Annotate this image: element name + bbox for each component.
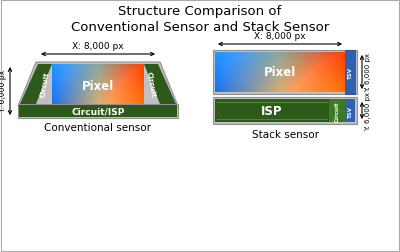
Bar <box>213 98 357 124</box>
Text: Y: 6,000 px: Y: 6,000 px <box>365 92 371 131</box>
Text: Conventional sensor: Conventional sensor <box>44 122 152 133</box>
Text: Pixel: Pixel <box>264 66 296 79</box>
Text: TSV: TSV <box>348 105 352 117</box>
Text: X: 8,000 px: X: 8,000 px <box>72 42 124 51</box>
Bar <box>19 106 177 117</box>
Text: Circuit: Circuit <box>40 71 50 98</box>
Text: TSV: TSV <box>348 67 352 79</box>
Text: Structure Comparison of
Conventional Sensor and Stack Sensor: Structure Comparison of Conventional Sen… <box>71 5 329 34</box>
Text: X: 8,000 px: X: 8,000 px <box>254 32 306 41</box>
Bar <box>215 100 329 122</box>
Bar <box>213 51 357 94</box>
Bar <box>18 105 178 118</box>
Polygon shape <box>20 65 52 105</box>
Polygon shape <box>18 63 178 107</box>
Bar <box>329 100 345 122</box>
Polygon shape <box>144 65 176 105</box>
Text: Stack sensor: Stack sensor <box>252 130 318 139</box>
Bar <box>345 51 355 94</box>
Text: Y: 6,000 px: Y: 6,000 px <box>365 53 371 92</box>
Text: ISP: ISP <box>261 105 283 117</box>
Text: Y: 6,000 px: Y: 6,000 px <box>0 70 7 112</box>
Text: Circuit: Circuit <box>146 71 156 98</box>
Text: Pixel: Pixel <box>82 80 114 93</box>
Bar <box>345 100 355 122</box>
Text: Circuit: Circuit <box>334 101 340 121</box>
Text: Circuit/ISP: Circuit/ISP <box>71 107 125 116</box>
